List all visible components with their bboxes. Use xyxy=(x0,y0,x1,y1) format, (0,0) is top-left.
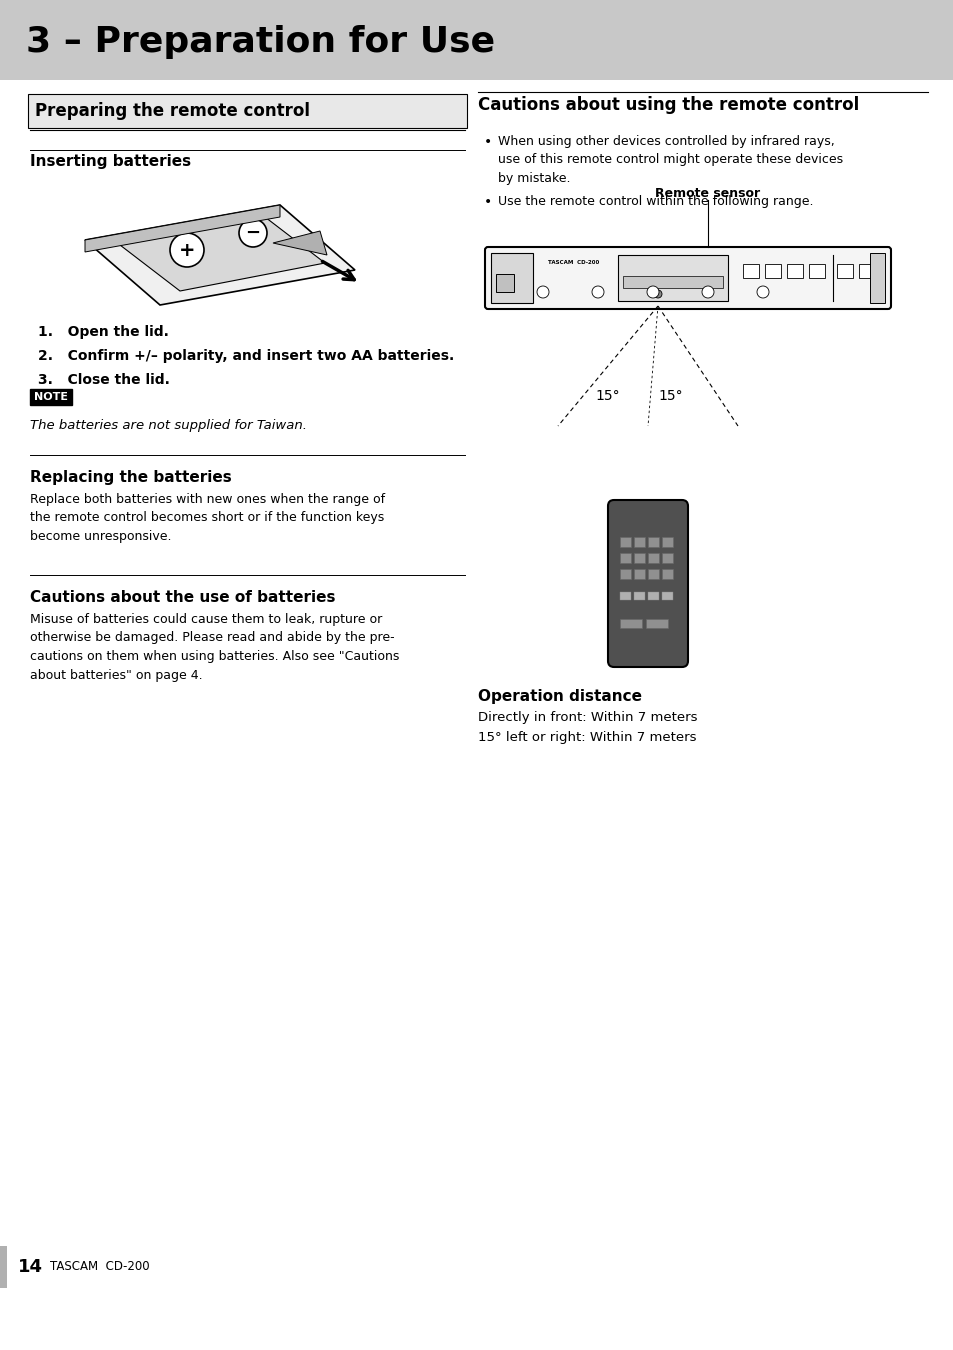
Bar xyxy=(619,593,630,599)
Bar xyxy=(496,274,514,292)
Circle shape xyxy=(592,286,603,298)
FancyBboxPatch shape xyxy=(484,247,890,309)
Text: Replace both batteries with new ones when the range of
the remote control become: Replace both batteries with new ones whe… xyxy=(30,493,385,543)
Bar xyxy=(619,620,641,628)
Bar xyxy=(647,554,659,563)
Bar xyxy=(634,554,644,563)
Bar xyxy=(742,265,759,278)
Bar xyxy=(0,0,953,80)
Bar xyxy=(836,265,852,278)
Bar xyxy=(619,537,630,547)
Bar xyxy=(645,620,667,628)
Bar xyxy=(634,537,644,547)
Bar xyxy=(661,568,672,579)
Text: Inserting batteries: Inserting batteries xyxy=(30,154,191,169)
Text: 14: 14 xyxy=(18,1258,43,1276)
Bar xyxy=(0,1246,7,1288)
Bar xyxy=(619,568,630,579)
Bar xyxy=(808,265,824,278)
Bar xyxy=(647,568,659,579)
Circle shape xyxy=(646,286,659,298)
Bar xyxy=(30,389,71,405)
Text: TASCAM  CD-200: TASCAM CD-200 xyxy=(50,1261,150,1273)
Text: Operation distance: Operation distance xyxy=(477,688,641,703)
Circle shape xyxy=(239,219,267,247)
Bar xyxy=(869,252,884,302)
Bar xyxy=(618,255,727,301)
Text: Replacing the batteries: Replacing the batteries xyxy=(30,470,232,485)
Text: NOTE: NOTE xyxy=(34,393,68,402)
Text: Directly in front: Within 7 meters: Directly in front: Within 7 meters xyxy=(477,711,697,724)
Bar xyxy=(622,275,722,288)
Bar xyxy=(619,554,630,563)
Bar xyxy=(764,265,781,278)
Circle shape xyxy=(654,290,661,298)
Text: The batteries are not supplied for Taiwan.: The batteries are not supplied for Taiwa… xyxy=(30,418,307,432)
Bar xyxy=(647,593,659,599)
Bar xyxy=(491,252,533,302)
Circle shape xyxy=(170,234,204,267)
Bar xyxy=(661,537,672,547)
Text: When using other devices controlled by infrared rays,
use of this remote control: When using other devices controlled by i… xyxy=(497,135,842,185)
Bar xyxy=(647,537,659,547)
Bar xyxy=(786,265,802,278)
Bar xyxy=(634,568,644,579)
Text: 1.   Open the lid.: 1. Open the lid. xyxy=(38,325,169,339)
Text: Cautions about using the remote control: Cautions about using the remote control xyxy=(477,96,859,113)
Text: 15°: 15° xyxy=(595,389,619,404)
Text: −: − xyxy=(245,224,260,242)
Polygon shape xyxy=(120,217,325,292)
Polygon shape xyxy=(85,205,355,305)
Text: Remote sensor: Remote sensor xyxy=(655,188,760,200)
Polygon shape xyxy=(85,205,280,252)
Text: TASCAM  CD-200: TASCAM CD-200 xyxy=(547,261,598,265)
Text: •: • xyxy=(483,135,492,148)
Text: Use the remote control within the following range.: Use the remote control within the follow… xyxy=(497,194,813,208)
FancyBboxPatch shape xyxy=(607,500,687,667)
Text: 3.   Close the lid.: 3. Close the lid. xyxy=(38,373,170,387)
Bar xyxy=(858,265,874,278)
Bar xyxy=(661,554,672,563)
Bar xyxy=(634,593,644,599)
Text: •: • xyxy=(483,194,492,209)
Text: Cautions about the use of batteries: Cautions about the use of batteries xyxy=(30,590,335,605)
Circle shape xyxy=(701,286,713,298)
Text: 3 – Preparation for Use: 3 – Preparation for Use xyxy=(26,26,495,59)
Text: 2.   Confirm +/– polarity, and insert two AA batteries.: 2. Confirm +/– polarity, and insert two … xyxy=(38,350,454,363)
Circle shape xyxy=(757,286,768,298)
Text: 15° left or right: Within 7 meters: 15° left or right: Within 7 meters xyxy=(477,730,696,744)
Bar xyxy=(28,95,467,128)
Text: Misuse of batteries could cause them to leak, rupture or
otherwise be damaged. P: Misuse of batteries could cause them to … xyxy=(30,613,399,682)
Text: +: + xyxy=(178,240,195,259)
Text: 15°: 15° xyxy=(658,389,682,404)
Text: Preparing the remote control: Preparing the remote control xyxy=(35,103,310,120)
Polygon shape xyxy=(273,231,327,255)
Bar xyxy=(661,593,672,599)
Circle shape xyxy=(537,286,548,298)
